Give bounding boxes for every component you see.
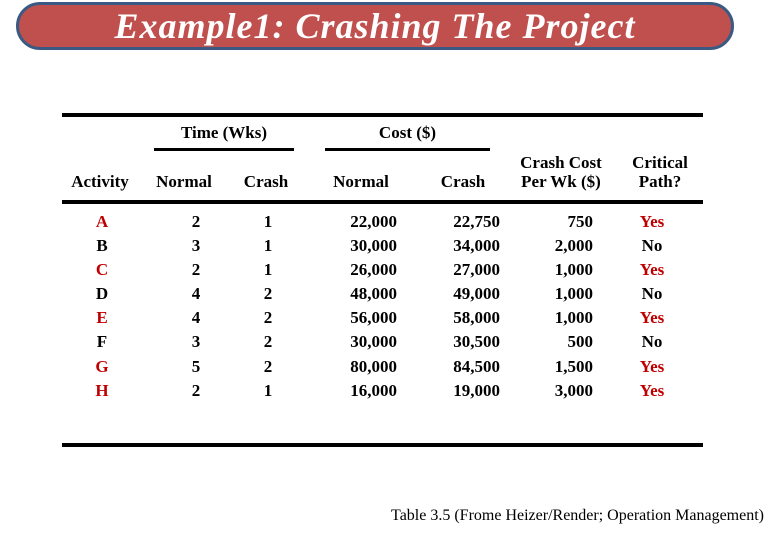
cell-time-crash: 2 [263,356,273,376]
table-row: A 2 1 22,000 22,750 750 Yes [0,210,780,234]
cell-critical-path: Yes [639,260,665,280]
cell-critical-path: No [641,332,663,352]
cell-crash-cost-per-wk: 1,000 [554,308,593,328]
cell-cost-normal: 26,000 [350,260,397,280]
table-top-rule [62,113,703,117]
cell-activity: F [96,332,108,352]
column-header-critical-path: Critical Path? [610,153,710,191]
group-header-time: Time (Wks) [180,123,268,142]
cell-crash-cost-per-wk: 1,000 [554,284,593,304]
cell-crash-cost-per-wk: 2,000 [554,236,593,256]
table-row: F 3 2 30,000 30,500 500 No [0,330,780,354]
cell-critical-path: No [641,236,663,256]
cell-critical-path: Yes [639,380,665,400]
table-row: C 2 1 26,000 27,000 1,000 Yes [0,258,780,282]
cell-cost-normal: 56,000 [350,308,397,328]
cell-cost-normal: 16,000 [350,380,397,400]
cell-cost-normal: 48,000 [350,284,397,304]
column-header-crash-cost-line1: Crash Cost [520,153,602,172]
cell-activity: H [95,380,109,400]
cell-critical-path: No [641,284,663,304]
cell-cost-normal: 80,000 [350,356,397,376]
column-header-critical-line2: Path? [638,172,682,191]
table-bottom-rule [62,443,703,447]
cell-critical-path: Yes [639,212,665,231]
cell-time-crash: 2 [263,332,273,352]
source-caption: Table 3.5 (Frome Heizer/Render; Operatio… [391,507,764,524]
cell-critical-path: Yes [639,356,665,376]
cell-crash-cost-per-wk: 500 [567,332,594,352]
cell-activity: A [95,212,109,231]
cell-time-crash: 1 [263,212,273,231]
table-rows: A 2 1 22,000 22,750 750 Yes B 3 1 30,000 34,000 2,00… [0,210,780,403]
cell-cost-crash: 30,500 [453,332,500,352]
cell-time-normal: 4 [191,284,201,304]
cell-time-crash: 1 [263,260,273,280]
cell-cost-crash: 49,000 [453,284,500,304]
cell-activity: G [95,356,109,376]
cell-time-normal: 3 [191,236,201,256]
cell-cost-normal: 30,000 [350,332,397,352]
table-row: B 3 1 30,000 34,000 2,000 No [0,234,780,258]
group-header-time-underline [154,148,294,151]
slide-title: Example1: Crashing The Project [114,6,636,46]
cell-critical-path: Yes [639,308,665,328]
cell-cost-crash: 84,500 [453,356,500,376]
cell-activity: D [95,284,109,304]
cell-time-normal: 2 [191,212,201,231]
column-header-crash-cost-per-wk: Crash Cost Per Wk ($) [505,153,617,191]
cell-cost-normal: 22,000 [350,212,397,231]
cell-time-normal: 4 [191,308,201,328]
cell-crash-cost-per-wk: 750 [567,212,594,231]
column-header-time-crash: Crash [243,172,289,191]
table-row: D 4 2 48,000 49,000 1,000 No [0,282,780,306]
cell-activity: C [95,260,109,280]
column-header-time-normal: Normal [156,172,212,191]
cell-time-normal: 5 [191,356,201,376]
group-header-cost: Cost ($) [378,123,437,142]
table-row: G 5 2 80,000 84,500 1,500 Yes [0,355,780,379]
cell-time-crash: 2 [263,308,273,328]
cell-time-normal: 2 [191,260,201,280]
column-header-critical-line1: Critical [632,153,688,172]
cell-crash-cost-per-wk: 1,500 [554,356,593,376]
cell-time-crash: 1 [263,380,273,400]
cell-time-normal: 3 [191,332,201,352]
cell-time-crash: 1 [263,236,273,256]
cell-cost-crash: 27,000 [453,260,500,280]
column-header-activity: Activity [71,172,129,191]
cell-cost-crash: 58,000 [453,308,500,328]
cell-activity: E [96,308,108,328]
column-header-cost-normal: Normal [333,172,389,191]
cell-activity: B [96,236,108,256]
cell-cost-crash: 34,000 [453,236,500,256]
table-header-rule [62,200,703,204]
cell-time-normal: 2 [191,380,201,400]
column-header-crash-cost-line2: Per Wk ($) [521,172,601,191]
cell-crash-cost-per-wk: 1,000 [554,260,593,280]
column-header-cost-crash: Crash [440,172,486,191]
cell-cost-crash: 19,000 [453,380,500,400]
table-row: E 4 2 56,000 58,000 1,000 Yes [0,306,780,330]
group-header-cost-underline [325,148,490,151]
cell-cost-crash: 22,750 [453,212,500,231]
cell-crash-cost-per-wk: 3,000 [554,380,593,400]
table-row: H 2 1 16,000 19,000 3,000 Yes [0,379,780,403]
cell-cost-normal: 30,000 [350,236,397,256]
title-banner: Example1: Crashing The Project [16,2,734,50]
cell-time-crash: 2 [263,284,273,304]
